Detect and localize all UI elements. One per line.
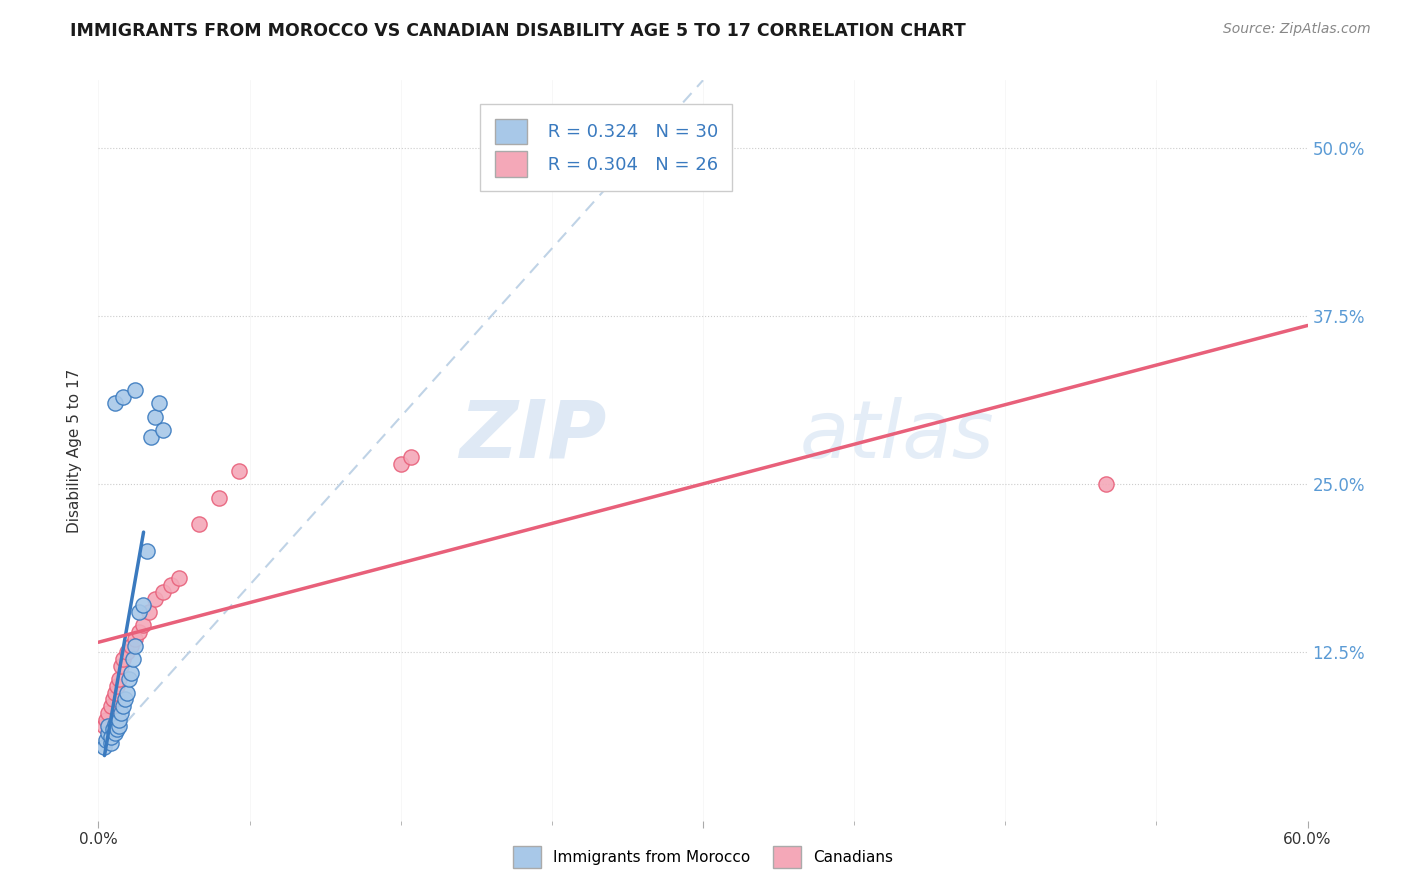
Point [96,732,118,747]
Point [128,605,150,619]
Point [228,464,250,478]
Point [124,383,146,397]
Text: atlas: atlas [800,397,994,475]
Point [97,719,120,733]
Point [143,409,166,424]
Point [120,665,142,680]
Point [115,686,138,700]
Point [110,706,132,720]
Point [152,423,174,437]
Point [97,726,120,740]
Point [107,673,129,687]
Point [103,396,125,410]
Text: ZIP: ZIP [458,397,606,475]
Point [111,390,134,404]
Point [103,716,125,731]
Point [121,652,143,666]
Point [111,652,134,666]
Point [101,692,124,706]
Point [120,639,142,653]
Point [399,450,422,465]
Point [105,722,128,736]
Point [152,584,174,599]
Point [101,722,124,736]
Point [103,686,125,700]
Point [105,679,128,693]
Y-axis label: Disability Age 5 to 17: Disability Age 5 to 17 [67,368,83,533]
Point [118,673,141,687]
Point [132,599,155,613]
Point [124,632,146,646]
Point [115,645,138,659]
Point [160,578,183,592]
Legend: Immigrants from Morocco, Canadians: Immigrants from Morocco, Canadians [506,838,900,875]
Point [111,699,134,714]
Point [167,571,190,585]
Point [114,692,136,706]
Point [93,719,115,733]
Point [389,457,412,471]
Point [128,625,150,640]
Point [188,517,211,532]
Point [208,491,231,505]
Point [132,618,155,632]
Point [139,430,162,444]
Point [107,719,129,733]
Point [100,730,122,744]
Point [148,396,170,410]
Point [96,713,118,727]
Point [103,726,125,740]
Point [93,739,115,754]
Legend:  R = 0.324   N = 30,  R = 0.304   N = 26: R = 0.324 N = 30, R = 0.304 N = 26 [481,104,733,191]
Point [1095,477,1118,491]
Point [138,605,160,619]
Point [107,713,129,727]
Point [124,639,146,653]
Text: IMMIGRANTS FROM MOROCCO VS CANADIAN DISABILITY AGE 5 TO 17 CORRELATION CHART: IMMIGRANTS FROM MOROCCO VS CANADIAN DISA… [70,22,966,40]
Point [135,544,157,558]
Point [110,658,132,673]
Point [100,735,122,749]
Point [97,706,120,720]
Text: Source: ZipAtlas.com: Source: ZipAtlas.com [1223,22,1371,37]
Point [143,591,166,606]
Point [100,699,122,714]
